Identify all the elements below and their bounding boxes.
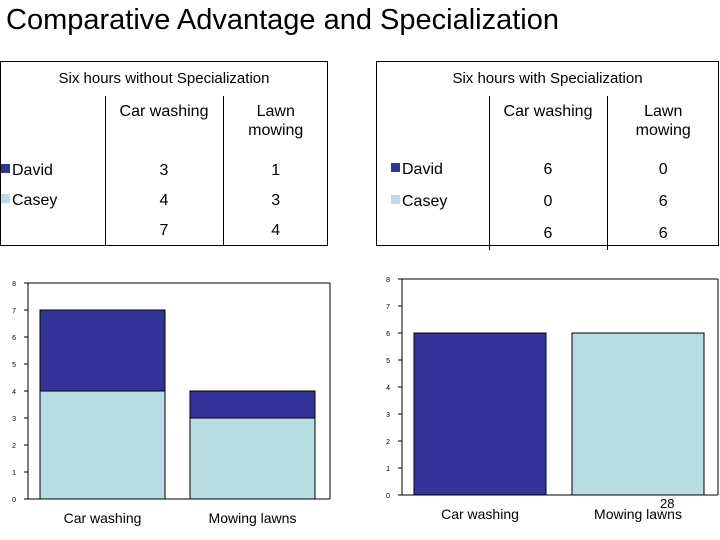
- y-tick-label: 3: [12, 416, 16, 423]
- table-cell: 3: [104, 156, 223, 186]
- casey-legend-swatch: [1, 194, 10, 203]
- y-tick-label: 6: [12, 335, 16, 342]
- y-tick-label: 0: [12, 497, 16, 504]
- column-header-label: Lawn mowing: [248, 103, 304, 139]
- table-cell: 0: [606, 154, 719, 186]
- row-label: [376, 218, 489, 250]
- bar-david-car-washing: [39, 309, 166, 392]
- y-tick-label: 2: [386, 439, 390, 446]
- table-cell: 1: [222, 156, 328, 186]
- table-panel-without-specialization: Six hours without Specialization Car was…: [0, 61, 328, 246]
- table-title: Six hours with Specialization: [452, 70, 643, 87]
- table-cell: 6: [606, 186, 719, 218]
- y-tick-label: 1: [12, 470, 16, 477]
- david-legend-swatch: [1, 164, 10, 173]
- table-row: Casey 4 3: [0, 186, 328, 216]
- y-tick-label: 2: [12, 443, 16, 450]
- y-tick-label: 5: [386, 358, 390, 365]
- bar-david-car-washing: [413, 332, 547, 496]
- y-tick-label: 5: [12, 362, 16, 369]
- bar-casey-car-washing: [39, 390, 166, 500]
- table-row-total: 7 4: [0, 216, 328, 246]
- table-cell: 7: [104, 216, 223, 246]
- y-tick-label: 7: [386, 304, 390, 311]
- table-cell: 6: [488, 154, 607, 186]
- column-header-lawn-mowing: Lawn mowing: [222, 96, 328, 156]
- table-cell: 3: [222, 186, 328, 216]
- table-row: David 6 0: [376, 154, 719, 186]
- table-panel-with-specialization: Six hours with Specialization Car washin…: [376, 61, 719, 250]
- casey-legend-swatch: [391, 195, 400, 204]
- x-tick-label: Car washing: [441, 506, 519, 522]
- table-cell: 4: [222, 216, 328, 246]
- y-tick-label: 6: [386, 331, 390, 338]
- bar-casey-mowing-lawns: [189, 417, 316, 500]
- table-cell: 6: [606, 218, 719, 250]
- table-row: David 3 1: [0, 156, 328, 186]
- row-label: Casey: [12, 192, 58, 209]
- y-tick-label: 8: [12, 281, 16, 288]
- data-table: Car washing Lawn mowing David 6 0 Casey …: [376, 96, 719, 250]
- table-row: Casey 0 6: [376, 186, 719, 218]
- y-tick-label: 4: [386, 385, 390, 392]
- data-table: Car washing Lawn mowing David 3 1 Casey …: [0, 96, 328, 246]
- y-tick-label: 3: [386, 412, 390, 419]
- row-label: Casey: [402, 193, 448, 210]
- y-tick-label: 0: [386, 493, 390, 500]
- x-tick-label: Mowing lawns: [209, 510, 297, 526]
- column-header-lawn-mowing: Lawn mowing: [606, 96, 719, 154]
- row-label: [0, 216, 105, 246]
- row-label: David: [402, 161, 443, 178]
- bar-casey-mowing-lawns: [571, 332, 705, 496]
- y-tick-label: 4: [12, 389, 16, 396]
- x-tick-label: Mowing lawns: [594, 506, 682, 522]
- david-legend-swatch: [391, 163, 400, 172]
- column-header-car-washing: Car washing: [488, 96, 607, 154]
- y-tick-label: 7: [12, 308, 16, 315]
- table-cell: 0: [488, 186, 607, 218]
- table-cell: 4: [104, 186, 223, 216]
- y-tick-label: 8: [386, 277, 390, 284]
- table-cell: 6: [488, 218, 607, 250]
- table-row-total: 6 6: [376, 218, 719, 250]
- page-title: Comparative Advantage and Specialization: [6, 4, 559, 36]
- y-tick-label: 1: [386, 466, 390, 473]
- table-title: Six hours without Specialization: [58, 70, 270, 87]
- stacked-bar-chart-with-specialization: Car washing Mowing lawns 0 1 2 3 4 5 6 7 8: [386, 277, 719, 522]
- x-tick-label: Car washing: [64, 510, 142, 526]
- column-header-label: Lawn mowing: [635, 103, 691, 139]
- column-header-car-washing: Car washing: [104, 96, 223, 156]
- bar-david-mowing-lawns: [189, 390, 316, 419]
- row-label: David: [12, 162, 53, 179]
- stacked-bar-chart-without-specialization: Car washing Mowing lawns 0 1 2 3 4 5 6 7 8: [12, 281, 331, 526]
- page-number: 28: [660, 496, 675, 511]
